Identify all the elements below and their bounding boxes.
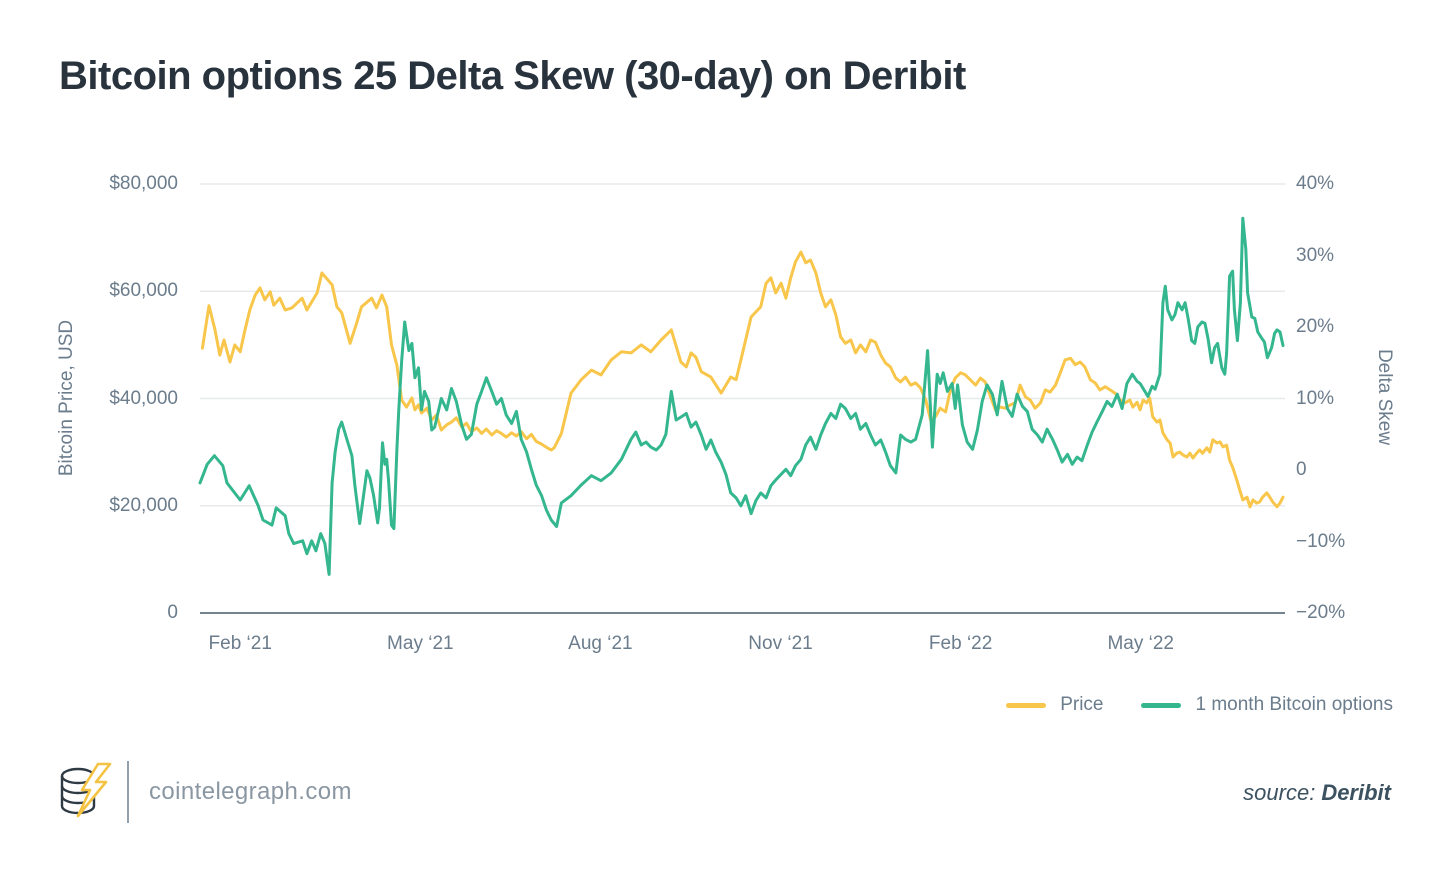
legend-label-price: Price: [1060, 694, 1104, 715]
footer-site-text: cointelegraph.com: [149, 778, 352, 805]
source-attribution: source: Deribit: [1243, 780, 1391, 806]
y-right-tick-label: 0: [1296, 459, 1307, 480]
y-right-tick-label: 40%: [1296, 173, 1335, 194]
x-tick-label: Nov ‘21: [748, 633, 813, 654]
page-title: Bitcoin options 25 Delta Skew (30-day) o…: [59, 54, 966, 98]
y-left-tick-label: $60,000: [109, 280, 178, 302]
legend-label-options: 1 month Bitcoin options: [1195, 694, 1393, 715]
skew-line-swatch-icon: [1141, 702, 1182, 708]
source-label: source:: [1243, 780, 1316, 805]
y-left-tick-label: $20,000: [109, 494, 178, 516]
y-right-tick-label: −20%: [1296, 602, 1346, 623]
y-right-tick-label: 20%: [1296, 316, 1335, 337]
x-tick-label: Aug ‘21: [568, 633, 633, 654]
y-left-tick-label: $80,000: [109, 173, 178, 194]
x-tick-label: Feb ‘22: [928, 633, 993, 654]
y-left-tick-label: 0: [167, 602, 178, 623]
y-axis-title-left: Bitcoin Price, USD: [56, 319, 77, 477]
x-tick-label: Feb ‘21: [208, 633, 272, 654]
y-right-tick-label: 30%: [1296, 244, 1335, 266]
footer-divider: [127, 761, 129, 823]
y-right-tick-label: 10%: [1296, 387, 1335, 409]
legend-item-price: Price: [1006, 694, 1103, 716]
source-value: Deribit: [1321, 780, 1391, 805]
lightning-bolt-icon: [76, 762, 112, 818]
y-axis-title-right: Delta Skew: [1374, 348, 1395, 446]
series-line-skew: [198, 216, 1285, 576]
y-left-tick-label: $40,000: [109, 387, 178, 409]
x-tick-label: May ‘22: [1107, 633, 1174, 654]
legend: Price 1 month Bitcoin options: [1006, 694, 1393, 716]
legend-item-options: 1 month Bitcoin options: [1141, 694, 1393, 716]
y-right-tick-label: −10%: [1296, 530, 1346, 552]
cointelegraph-logo-icon: [60, 762, 112, 818]
price-line-swatch-icon: [1006, 702, 1047, 708]
series-line-price: [200, 250, 1285, 509]
x-tick-label: May ‘21: [387, 633, 454, 654]
